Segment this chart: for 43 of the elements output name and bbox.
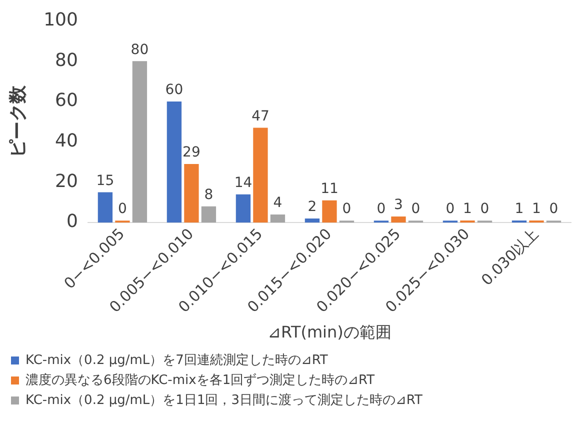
x-axis-title: ⊿RT(min)の範囲 xyxy=(268,322,392,342)
data-label: 0 xyxy=(411,201,420,218)
data-label: 1 xyxy=(463,201,472,218)
bar xyxy=(201,206,216,223)
y-tick-label: 40 xyxy=(55,130,78,152)
bar xyxy=(184,164,199,223)
bar xyxy=(132,61,148,223)
bar xyxy=(166,102,182,223)
y-axis-title: ピーク数 xyxy=(7,84,28,158)
bar xyxy=(98,192,113,223)
legend-label: 濃度の異なる6段階のKC-mixを各1回ずつ測定した時の⊿RT xyxy=(26,372,375,388)
data-label: 3 xyxy=(394,197,403,214)
data-label: 4 xyxy=(273,195,282,212)
bar xyxy=(391,216,406,223)
data-label: 2 xyxy=(308,199,317,216)
data-label: 80 xyxy=(130,42,149,58)
data-label: 60 xyxy=(165,82,184,98)
y-tick-label: 20 xyxy=(55,170,78,192)
data-label: 0 xyxy=(376,201,386,218)
bar xyxy=(253,128,268,223)
legend-label: KC-mix（0.2 μg/mL）を1日1回，3日間に渡って測定した時の⊿RT xyxy=(26,392,422,408)
data-label: 29 xyxy=(182,144,200,161)
data-label: 47 xyxy=(252,108,270,124)
data-label: 0 xyxy=(342,201,352,218)
data-label: 0 xyxy=(446,201,455,218)
bar xyxy=(236,194,251,223)
bar xyxy=(322,200,337,223)
legend-label: KC-mix（0.2 μg/mL）を7回連続測定した時の⊿RT xyxy=(26,352,328,368)
bar xyxy=(304,218,320,223)
data-label: 1 xyxy=(532,201,541,218)
data-label: 0 xyxy=(118,201,127,218)
y-tick-label: 100 xyxy=(44,9,78,30)
data-label: 1 xyxy=(514,201,524,218)
data-label: 0 xyxy=(480,201,490,218)
data-label: 14 xyxy=(234,174,252,191)
data-label: 0 xyxy=(549,201,558,218)
y-tick-label: 80 xyxy=(55,50,78,71)
data-label: 15 xyxy=(96,172,114,189)
y-tick-label: 0 xyxy=(66,211,78,232)
data-label: 8 xyxy=(204,187,214,204)
data-label: 11 xyxy=(320,181,338,198)
bar xyxy=(270,214,286,223)
y-tick-label: 60 xyxy=(55,90,78,112)
